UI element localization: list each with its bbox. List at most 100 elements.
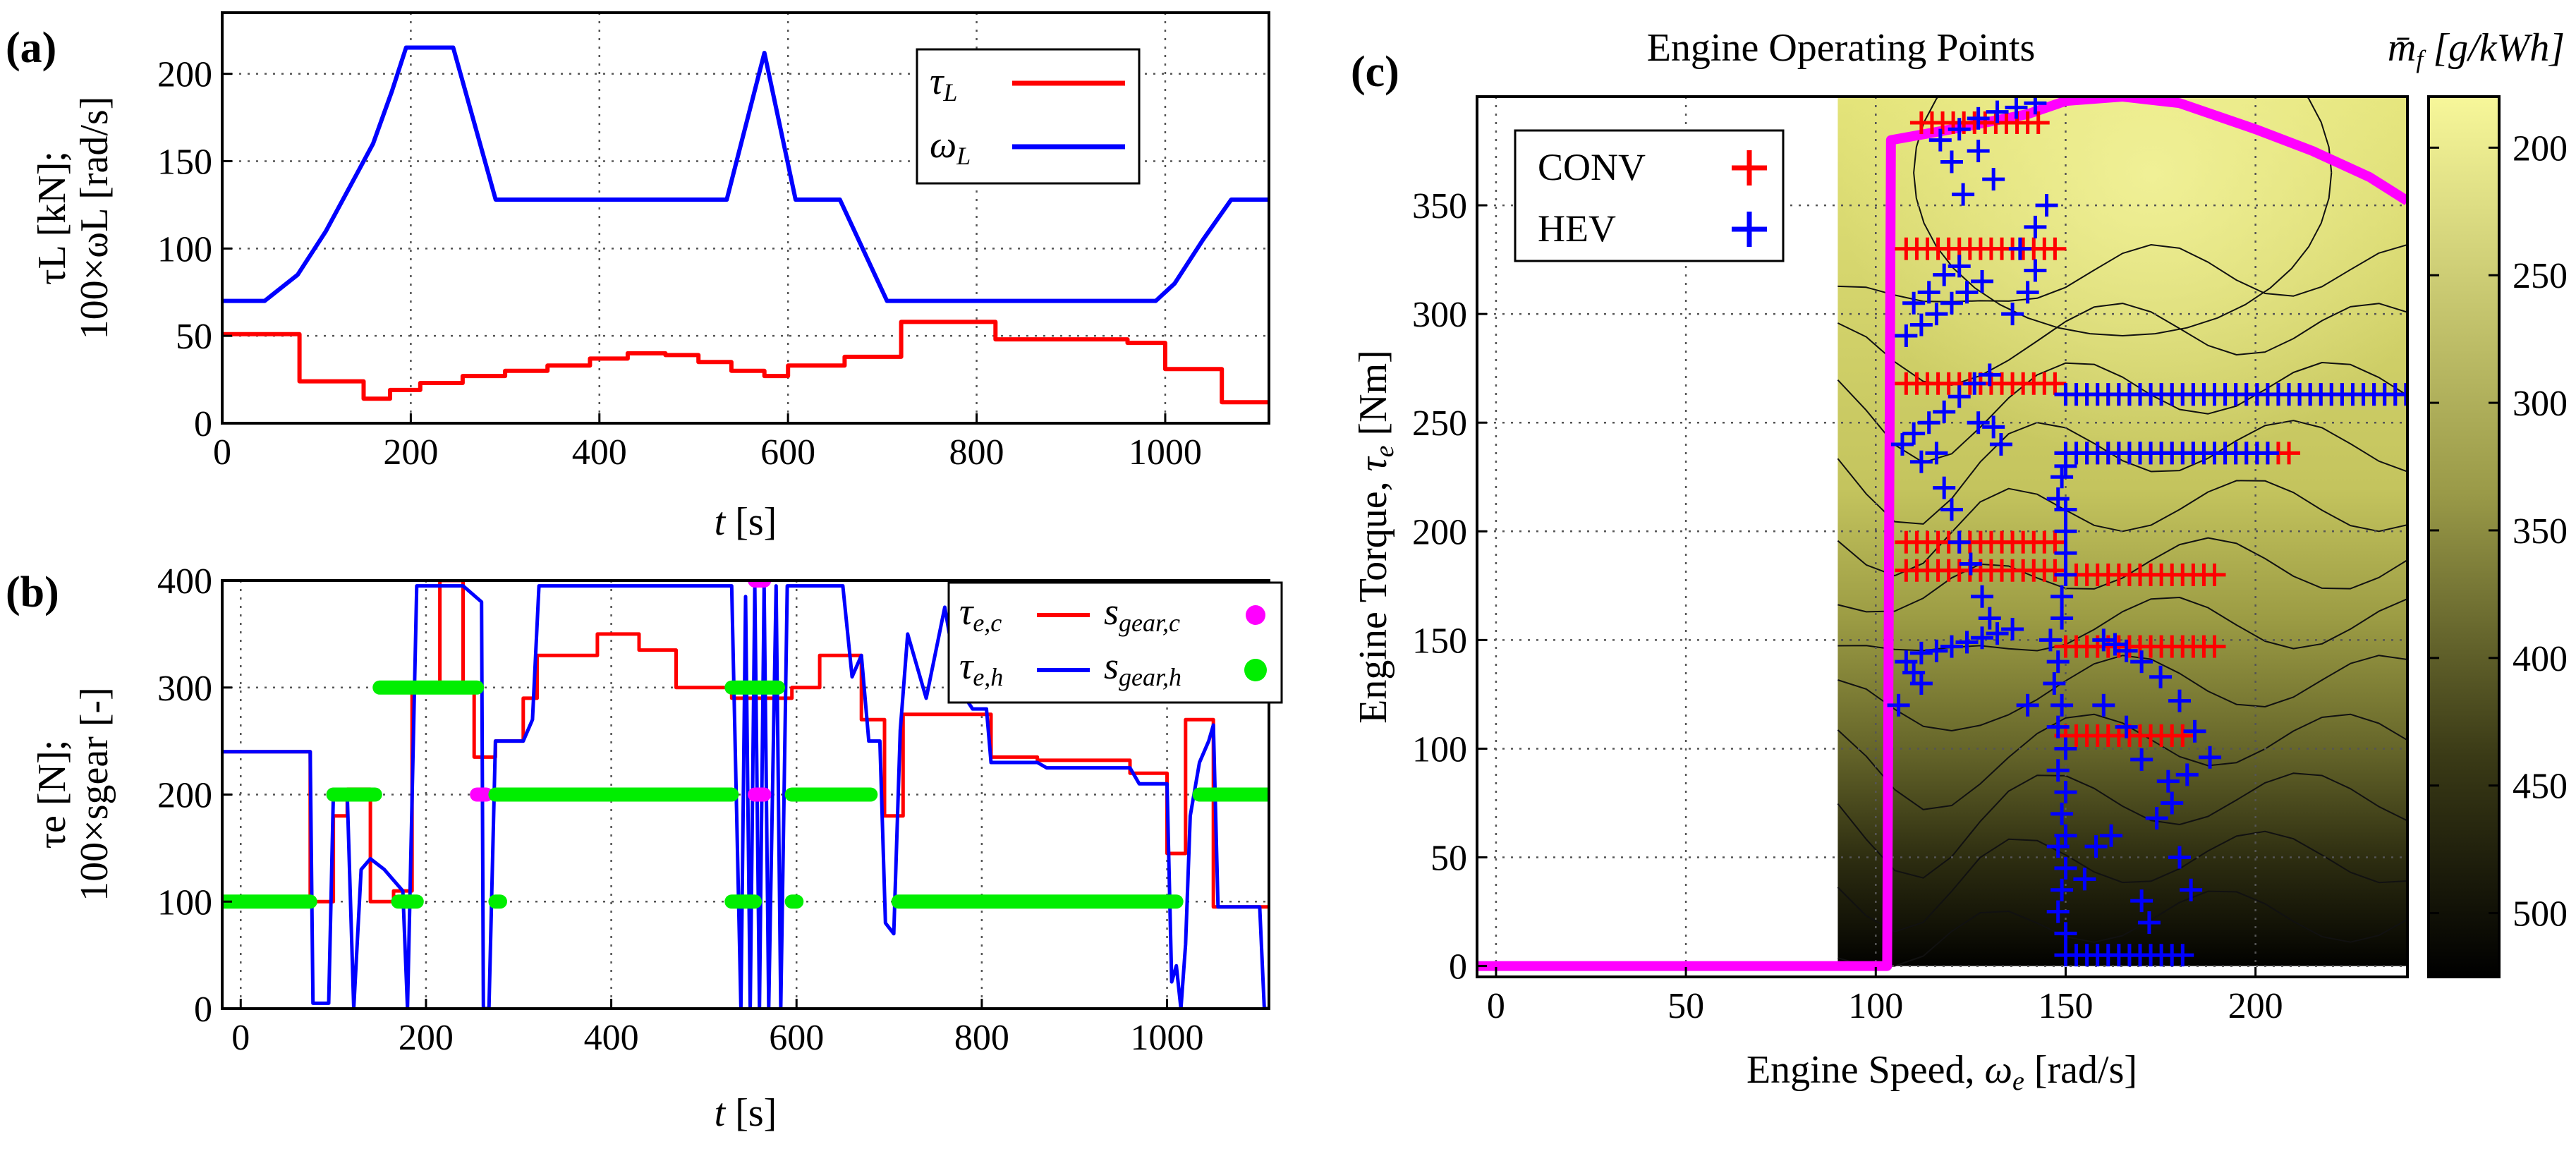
tick-label-y-a-3: 150	[157, 142, 212, 183]
ticks-b: 0 200 400 600 800 1000 0 100 200 300 400	[157, 561, 1204, 1058]
marker-HEV-37	[1982, 415, 2005, 439]
legend-b-swatch-3	[1244, 659, 1267, 681]
legend-a-label-1: ωL	[930, 123, 971, 170]
ylabel-a-line2: 100×ωL [rad/s]	[73, 97, 116, 340]
tick-label-x-c-2: 100	[1848, 986, 1903, 1026]
marker-HEV-26	[1933, 263, 1956, 286]
marker-HEV-9	[1909, 672, 1933, 695]
fuel-map-contour-7	[1837, 655, 2407, 731]
marker-HEV-13	[1917, 411, 1940, 434]
tick-label-x-a-2: 400	[572, 432, 627, 473]
tick-label-y-c-7: 350	[1412, 186, 1467, 226]
fuel-map-contour-10	[1837, 830, 2407, 932]
marker-HEV-92	[2039, 628, 2062, 652]
marker-HEV-87	[2130, 889, 2153, 913]
marker-HEV-15	[1948, 385, 1971, 408]
marker-HEV-62	[2051, 802, 2074, 825]
ticks-a: 0 200 400 600 800 1000 0 50 100 150 200	[157, 55, 1202, 473]
marker-HEV-38	[1989, 433, 2012, 456]
fuel-map-c	[1837, 97, 2407, 967]
fuel-map-contour-8	[1837, 713, 2407, 810]
marker-HEV-7	[2001, 617, 2024, 640]
marker-HEV-10	[1887, 693, 1910, 717]
fuel-map-hotspot	[1837, 97, 2407, 619]
fuel-map-contour-9	[1837, 772, 2407, 879]
max-torque-curve	[1477, 97, 2407, 971]
marker-HEV-94	[2051, 585, 2074, 608]
marker-HEV-99	[2046, 487, 2070, 511]
fuel-map-contour-2	[1837, 362, 2407, 463]
marker-HEV-35	[1978, 607, 2001, 630]
colorbar-tick-label-6: 500	[2513, 894, 2568, 935]
tick-label-y-c-5: 250	[1412, 403, 1467, 444]
marker-HEV-19	[1909, 313, 1933, 336]
tick-label-x-a-4: 800	[949, 432, 1004, 473]
marker-HEV-20	[1925, 303, 1948, 326]
legend-a: τL ωL	[916, 48, 1141, 185]
marker-HEV-73	[2149, 665, 2173, 688]
marker-HEV-27	[1948, 255, 1971, 278]
marker-HEV-52	[1952, 183, 1975, 206]
colorbar-tick-label-2: 300	[2513, 384, 2568, 424]
marker-CONV-row9-11	[2027, 111, 2050, 134]
marker-HEV-93	[2051, 607, 2074, 630]
xlabel-a: t [s]	[715, 500, 777, 544]
marker-CONV-row5-21	[2278, 442, 2301, 465]
marker-HEV-90	[2180, 878, 2203, 901]
marker-HEV-42	[2008, 237, 2031, 260]
marker-HEV-81	[2130, 748, 2153, 771]
legend-a-label-0: τL	[930, 60, 957, 107]
marker-HEV-66	[2051, 878, 2074, 901]
xlabel-c: Engine Speed, ωe [rad/s]	[1746, 1048, 2137, 1096]
tick-label-y-c-3: 150	[1412, 621, 1467, 661]
marker-HEV-11	[1890, 433, 1914, 456]
legend-b-label-1: τe,h	[959, 645, 1003, 691]
marker-HEV-12	[1902, 422, 1926, 445]
series-b	[222, 580, 1269, 1009]
marker-HEV-74	[2168, 689, 2191, 712]
series-c	[1477, 97, 2407, 971]
tick-label-y-a-1: 50	[176, 317, 212, 357]
marker-HEV-4	[1955, 631, 1979, 654]
fuel-map-contour-ellipse	[1913, 97, 2333, 336]
marker-HEV-1	[1909, 641, 1933, 664]
marker-HEV-53	[1967, 140, 1990, 163]
legend-c-swatch-1	[1732, 212, 1767, 247]
marker-HEV-100	[2051, 466, 2074, 489]
chart-title-c: Engine Operating Points	[1647, 26, 2036, 70]
series-a-line-1	[222, 45, 1269, 303]
tick-label-y-c-6: 300	[1412, 295, 1467, 335]
marker-HEV-2	[1925, 639, 1948, 662]
marker-HEV-14	[1933, 400, 1956, 423]
marker-HEV-70	[2103, 633, 2127, 656]
marker-HEV-32	[1948, 530, 1971, 554]
fuel-map-contour-11	[1837, 890, 2407, 967]
marker-HEV-40	[2016, 281, 2039, 304]
tick-label-x-a-1: 200	[383, 432, 438, 473]
marker-HEV-31	[1940, 498, 1963, 521]
marker-HEV-16	[1963, 372, 1986, 395]
marker-CONV-row8-11	[2171, 724, 2194, 747]
marker-HEV-49	[2005, 97, 2028, 119]
colorbar-tick-label-4: 400	[2513, 639, 2568, 679]
marker-HEV-17	[1978, 363, 2001, 387]
marker-HEV-59	[2054, 737, 2077, 760]
legend-b: τe,c sgear,c τe,h sgear,h	[947, 581, 1283, 704]
tick-label-x-c-4: 200	[2228, 986, 2283, 1026]
panel-b: 0 200 400 600 800 1000 0 100 200 300 400 t [s] τe …	[30, 561, 1283, 1135]
marker-CONV-row3-14	[2043, 559, 2067, 582]
legend-b-label-3: sgear,h	[1104, 645, 1181, 691]
tick-label-y-c-1: 50	[1430, 839, 1467, 879]
marker-HEV-56	[2043, 672, 2066, 695]
marker-HEV-78	[2161, 791, 2184, 815]
marker-HEV-55	[2046, 650, 2070, 674]
axes-frame-a	[221, 11, 1270, 425]
colorbar-tick-label-3: 350	[2513, 511, 2568, 552]
marker-HEV-83	[2092, 693, 2115, 717]
marker-HEV-41	[2024, 259, 2047, 282]
marker-HEV-76	[2199, 746, 2222, 769]
marker-HEV-34	[1971, 585, 1994, 608]
ylabel-c: Engine Torque, τe [Nm]	[1351, 350, 1399, 724]
marker-HEV-21	[1940, 291, 1963, 315]
marker-HEV-85	[2084, 835, 2108, 858]
